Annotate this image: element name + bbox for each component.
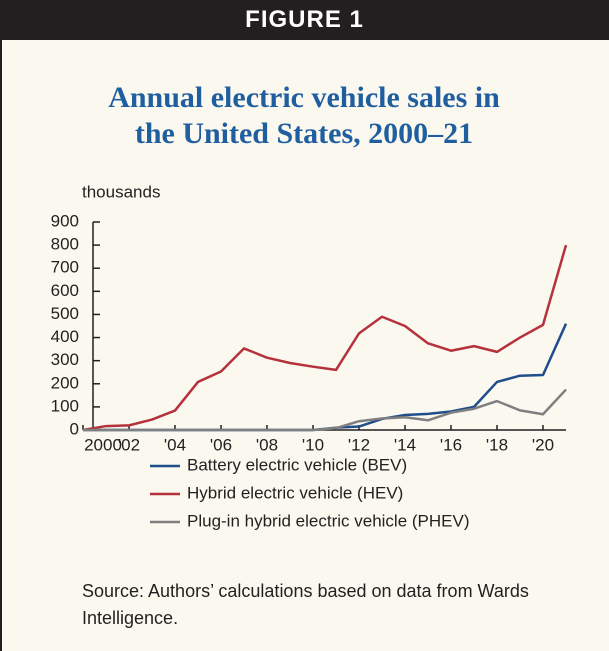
y-tick-label: 100 — [51, 396, 79, 415]
x-tick-label: '02 — [118, 435, 140, 454]
y-tick-label: 700 — [51, 258, 79, 277]
x-tick-label: '08 — [256, 435, 278, 454]
y-tick-label: 500 — [51, 304, 79, 323]
y-axis-label: thousands — [82, 182, 160, 201]
chart-title: Annual electric vehicle sales in the Uni… — [108, 81, 500, 150]
y-tick-label: 600 — [51, 281, 79, 300]
y-tick-label: 900 — [51, 211, 79, 230]
x-tick-label: '18 — [486, 435, 508, 454]
y-tick-label: 200 — [51, 373, 79, 392]
source-note: Source: Authors’ calculations based on d… — [82, 581, 529, 628]
y-tick-label: 800 — [51, 235, 79, 254]
chart: thousands 0 100 200 300 400 500 600 700 800 900 20… — [51, 182, 568, 530]
legend-label: Battery electric vehicle (BEV) — [187, 455, 407, 474]
x-tick-label: '14 — [394, 435, 416, 454]
x-tick-label: 2000 — [84, 435, 122, 454]
figure-label: FIGURE 1 — [0, 0, 609, 40]
x-tick-label: '06 — [210, 435, 232, 454]
x-tick-label: '16 — [440, 435, 462, 454]
y-tick-label: 300 — [51, 350, 79, 369]
x-tick-label: '12 — [348, 435, 370, 454]
y-tick-label: 400 — [51, 327, 79, 346]
x-tick-label: '20 — [532, 435, 554, 454]
series-line — [82, 244, 568, 432]
legend-label: Plug-in hybrid electric vehicle (PHEV) — [187, 511, 470, 530]
x-tick-label: '10 — [302, 435, 324, 454]
legend-label: Hybrid electric vehicle (HEV) — [187, 483, 403, 502]
y-tick-label: 0 — [70, 419, 79, 438]
x-tick-label: '04 — [164, 435, 186, 454]
series-line — [83, 323, 568, 432]
series-line — [83, 388, 567, 432]
